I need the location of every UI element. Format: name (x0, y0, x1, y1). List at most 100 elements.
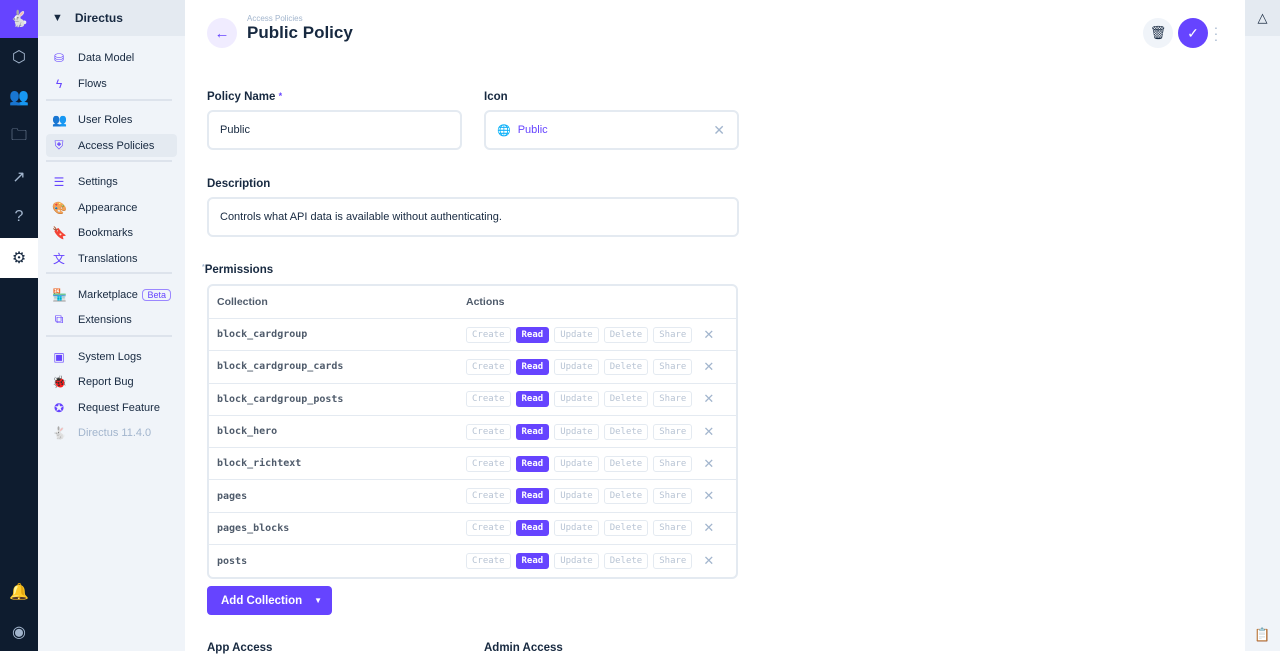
permission-share-toggle[interactable]: Share (653, 553, 693, 570)
permission-delete-toggle[interactable]: Delete (603, 358, 649, 375)
nav-item-extensions[interactable]: ⧉ Extensions (46, 308, 177, 331)
nav-item-label: Bookmarks (78, 226, 134, 239)
permission-read-toggle[interactable]: Read (515, 553, 550, 570)
nav-item-user-roles[interactable]: 👥 User Roles (46, 108, 177, 131)
directus-logo[interactable]: 🐇 (0, 0, 38, 38)
collection-name[interactable]: pages (217, 490, 248, 502)
collection-name[interactable]: block_cardgroup_posts (217, 393, 344, 405)
permission-share-toggle[interactable]: Share (653, 488, 693, 505)
permission-share-toggle[interactable]: Share (653, 455, 693, 472)
collection-name[interactable]: block_hero (217, 426, 278, 438)
help-icon[interactable]: ? (14, 208, 24, 225)
collection-name[interactable]: block_richtext (217, 458, 302, 470)
permission-delete-toggle[interactable]: Delete (603, 326, 649, 343)
delete-button[interactable]: 🗑 (1143, 18, 1173, 48)
bell-icon[interactable]: 🔔 (9, 584, 29, 601)
nav-item-label: Request Feature (78, 401, 160, 414)
nav-item-bookmarks[interactable]: 🔖 Bookmarks (46, 221, 177, 244)
add-collection-button[interactable]: Add Collection ▼ (207, 586, 332, 615)
permission-create-toggle[interactable]: Create (466, 423, 511, 440)
users-icon[interactable]: 👥 (9, 89, 29, 106)
clear-icon[interactable]: ✕ (713, 121, 725, 138)
nav-item-flows[interactable]: ϟ Flows (46, 72, 177, 95)
permission-read-toggle[interactable]: Read (515, 488, 550, 505)
nav-item-settings[interactable]: ☰ Settings (46, 170, 177, 193)
permission-update-toggle[interactable]: Update (554, 326, 599, 343)
permission-create-toggle[interactable]: Create (466, 455, 511, 472)
clipboard-icon[interactable]: 📋 (1254, 627, 1271, 642)
permission-delete-toggle[interactable]: Delete (603, 423, 649, 440)
nav-item-system-logs[interactable]: ▣ System Logs (46, 345, 177, 368)
nav-item-translations[interactable]: 文 Translations (46, 247, 177, 270)
permission-create-toggle[interactable]: Create (466, 520, 511, 537)
permission-read-toggle[interactable]: Read (515, 423, 550, 440)
icon-select[interactable]: 🌐 Public ✕ (484, 110, 739, 150)
more-options-icon[interactable]: · · · (1213, 19, 1219, 47)
info-toggle-icon[interactable]: △ (1245, 0, 1280, 36)
permission-update-toggle[interactable]: Update (554, 488, 599, 505)
nav-item-access-policies[interactable]: ⛨ Access Policies (46, 134, 177, 157)
insights-icon[interactable]: ↗ (12, 169, 26, 186)
policy-name-input[interactable]: Public (207, 110, 462, 150)
permission-read-toggle[interactable]: Read (515, 326, 550, 343)
nav-item-request-feature[interactable]: ✪ Request Feature (46, 396, 177, 419)
permission-delete-toggle[interactable]: Delete (603, 488, 649, 505)
permission-update-toggle[interactable]: Update (554, 553, 599, 570)
permission-create-toggle[interactable]: Create (466, 391, 511, 408)
collection-name[interactable]: pages_blocks (217, 522, 290, 534)
permission-read-toggle[interactable]: Read (515, 391, 550, 408)
nav-item-label: Translations (78, 252, 138, 265)
permission-update-toggle[interactable]: Update (554, 358, 599, 375)
remove-icon[interactable]: ✕ (703, 391, 715, 407)
table-row: block_cardgroup_cards Create Read Update Del… (209, 351, 736, 384)
divider (46, 160, 172, 162)
permission-create-toggle[interactable]: Create (466, 488, 511, 505)
nav-item-data-model[interactable]: ⛁ Data Model (46, 46, 177, 69)
remove-icon[interactable]: ✕ (703, 520, 715, 536)
permission-update-toggle[interactable]: Update (554, 520, 599, 537)
permission-share-toggle[interactable]: Share (653, 520, 693, 537)
permission-create-toggle[interactable]: Create (466, 553, 511, 570)
permission-update-toggle[interactable]: Update (554, 455, 599, 472)
project-header[interactable]: ▼ Directus (38, 0, 185, 36)
table-row: pages_blocks Create Read Update Delete Share ✕ (209, 513, 736, 546)
permission-update-toggle[interactable]: Update (554, 423, 599, 440)
remove-icon[interactable]: ✕ (703, 326, 715, 342)
permission-share-toggle[interactable]: Share (653, 326, 693, 343)
permission-share-toggle[interactable]: Share (653, 358, 693, 375)
back-button[interactable]: ← (207, 18, 237, 48)
folder-icon[interactable]: 🗀 (10, 126, 27, 144)
permission-share-toggle[interactable]: Share (653, 423, 693, 440)
permission-delete-toggle[interactable]: Delete (603, 455, 649, 472)
save-button[interactable]: ✓ (1178, 18, 1208, 48)
nav-item-appearance[interactable]: 🎨 Appearance (46, 196, 177, 219)
permission-read-toggle[interactable]: Read (515, 520, 550, 537)
collection-name[interactable]: block_cardgroup_cards (217, 361, 344, 373)
account-icon[interactable]: ◉ (12, 624, 26, 641)
remove-icon[interactable]: ✕ (703, 455, 715, 471)
permission-create-toggle[interactable]: Create (466, 326, 511, 343)
permission-create-toggle[interactable]: Create (466, 358, 511, 375)
settings-icon[interactable]: ⚙ (0, 238, 38, 278)
main-content: ← Access Policies Public Policy 🗑 ✓ · · · … (185, 0, 1245, 654)
collection-name[interactable]: posts (217, 555, 248, 567)
cube-icon[interactable]: ⬡ (12, 49, 26, 66)
permission-delete-toggle[interactable]: Delete (603, 520, 649, 537)
remove-icon[interactable]: ✕ (703, 358, 715, 374)
permission-delete-toggle[interactable]: Delete (603, 391, 649, 408)
remove-icon[interactable]: ✕ (703, 423, 715, 439)
permission-read-toggle[interactable]: Read (515, 358, 550, 375)
permission-share-toggle[interactable]: Share (653, 391, 693, 408)
breadcrumb[interactable]: Access Policies (247, 14, 303, 23)
translate-icon: 文 (52, 252, 65, 266)
nav-item-report-bug[interactable]: 🐞 Report Bug (46, 370, 177, 393)
collection-name[interactable]: block_cardgroup (217, 329, 308, 341)
permission-update-toggle[interactable]: Update (554, 391, 599, 408)
remove-icon[interactable]: ✕ (703, 488, 715, 504)
nav-item-marketplace[interactable]: 🏪 Marketplace Beta (46, 283, 177, 306)
description-input[interactable]: Controls what API data is available with… (207, 197, 739, 237)
permission-delete-toggle[interactable]: Delete (603, 553, 649, 570)
remove-icon[interactable]: ✕ (703, 553, 715, 569)
permission-read-toggle[interactable]: Read (515, 455, 550, 472)
table-row: block_cardgroup_posts Create Read Update Del… (209, 384, 736, 416)
